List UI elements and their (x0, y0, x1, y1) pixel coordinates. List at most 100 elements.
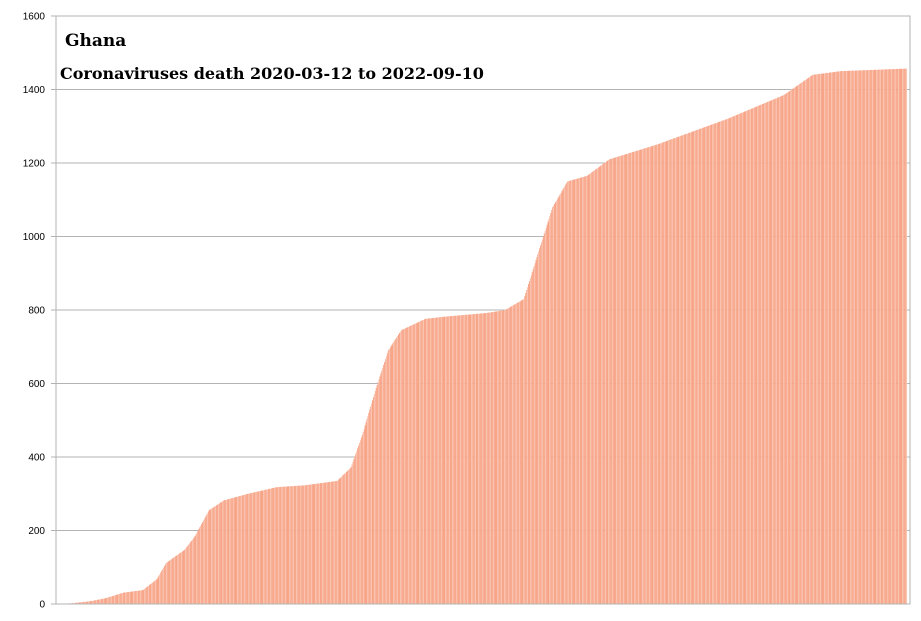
bar (173, 557, 175, 604)
bar (649, 146, 651, 605)
bar (750, 108, 752, 604)
bar (181, 551, 183, 605)
bar (670, 139, 672, 605)
bar (781, 95, 783, 605)
bar (821, 73, 823, 604)
bar (370, 406, 372, 604)
bar (611, 158, 613, 604)
bar (237, 496, 239, 605)
bar (192, 538, 194, 605)
bar (706, 126, 708, 604)
bar (416, 322, 418, 604)
bar (480, 313, 482, 604)
bar (335, 481, 337, 604)
bar (697, 129, 700, 605)
bar (343, 474, 345, 604)
bar (205, 515, 207, 604)
bar (789, 91, 791, 605)
bar (121, 593, 123, 604)
bar (243, 494, 245, 604)
bar (135, 591, 137, 604)
bar (747, 110, 749, 604)
bar (444, 316, 446, 604)
bar (388, 348, 390, 604)
bar (845, 70, 847, 604)
bar (461, 315, 463, 604)
bar (274, 487, 276, 605)
bar (723, 120, 725, 604)
bar (214, 506, 216, 604)
bar (375, 387, 377, 604)
bar (696, 130, 698, 604)
bar (462, 315, 464, 604)
bar (132, 591, 134, 604)
bar (93, 600, 95, 604)
bar (891, 68, 893, 605)
bar (738, 113, 741, 605)
bar (203, 518, 206, 605)
bar (521, 300, 523, 604)
bar (236, 496, 238, 604)
bar (220, 502, 222, 604)
bar (370, 403, 373, 605)
bar (630, 152, 632, 604)
bar (892, 69, 894, 605)
bar (506, 308, 508, 604)
bar (769, 100, 771, 604)
bar (293, 485, 295, 604)
bar (79, 602, 81, 604)
bar (142, 590, 144, 604)
bar (732, 116, 734, 605)
bar (893, 69, 895, 604)
bar (688, 132, 690, 604)
bar (723, 119, 726, 605)
bar (859, 70, 861, 605)
bar (116, 594, 118, 604)
bar (672, 138, 674, 604)
bar (673, 138, 675, 604)
bar (729, 117, 731, 604)
bar (511, 306, 513, 604)
bar (459, 315, 461, 604)
bar (185, 548, 187, 605)
bar (83, 601, 85, 604)
bar (337, 479, 339, 605)
bar (413, 324, 415, 604)
bar (740, 113, 742, 604)
bar (616, 156, 618, 605)
bar (650, 146, 652, 604)
bar (437, 317, 438, 604)
bar (502, 310, 504, 604)
bar (318, 483, 321, 605)
bar (441, 316, 443, 605)
bar (260, 490, 262, 604)
bar (489, 312, 492, 605)
bar (622, 155, 624, 604)
bar (799, 83, 801, 605)
bar (725, 119, 727, 605)
bar (871, 69, 873, 604)
bar (666, 140, 668, 604)
bar (610, 158, 612, 604)
bar (618, 156, 620, 604)
bar (730, 117, 732, 604)
bar (469, 314, 471, 604)
bar (639, 149, 641, 604)
bar (813, 74, 815, 605)
bar (500, 310, 503, 605)
bar (117, 594, 119, 604)
bar (159, 574, 161, 605)
bar (320, 483, 322, 604)
bar (630, 152, 633, 605)
bar (902, 68, 904, 605)
bar (191, 539, 193, 604)
bar (767, 101, 769, 605)
bar (681, 135, 683, 605)
bar (224, 500, 226, 604)
bar (363, 428, 365, 605)
bar (879, 69, 881, 605)
bar (556, 198, 558, 605)
bar (114, 595, 116, 605)
bar (161, 570, 163, 604)
bar (148, 585, 150, 605)
